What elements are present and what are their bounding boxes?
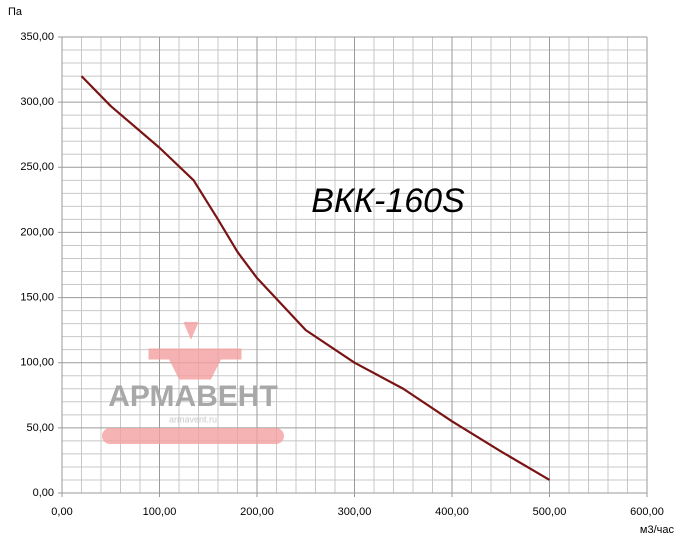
x-tick-label: 0,00 — [51, 506, 72, 518]
y-tick-label: 250,00 — [20, 161, 54, 173]
y-tick-label: 200,00 — [20, 226, 54, 238]
x-axis-label: м3/час — [640, 524, 675, 536]
y-tick-label: 350,00 — [20, 31, 54, 43]
y-tick-label: 0,00 — [33, 487, 54, 499]
chart-title: ВКК-160S — [311, 182, 465, 220]
x-tick-label: 500,00 — [533, 506, 567, 518]
curve — [80, 75, 551, 481]
x-tick-label: 200,00 — [240, 506, 274, 518]
watermark-sub: armavent.ru — [169, 414, 217, 424]
watermark: АРМАВЕНТ — [108, 380, 278, 413]
y-tick-label: 50,00 — [26, 422, 54, 434]
y-tick-label: 150,00 — [20, 291, 54, 303]
grid — [58, 36, 648, 497]
watermark-bar — [102, 428, 284, 444]
x-tick-label: 100,00 — [143, 506, 177, 518]
x-tick-label: 600,00 — [630, 506, 664, 518]
y-tick-label: 300,00 — [20, 96, 54, 108]
x-tick-label: 400,00 — [435, 506, 469, 518]
x-tick-label: 300,00 — [338, 506, 372, 518]
y-tick-label: 100,00 — [20, 357, 54, 369]
y-axis-label: Па — [8, 6, 23, 18]
watermark-logo — [148, 321, 242, 380]
